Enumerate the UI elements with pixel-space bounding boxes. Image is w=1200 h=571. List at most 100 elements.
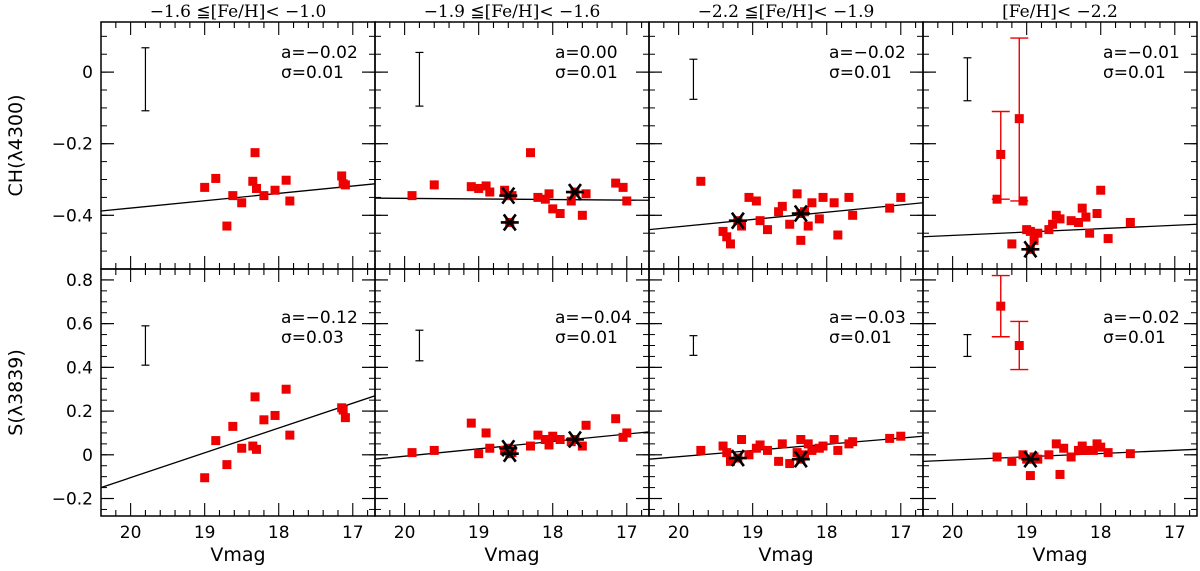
data-point: [744, 450, 754, 460]
slope-annotation: a=−0.02: [1103, 308, 1180, 328]
data-point: [270, 185, 280, 195]
y-tick-label: 0.8: [66, 271, 93, 291]
data-point: [896, 192, 906, 202]
data-point: [555, 434, 565, 444]
panel-r1-c2: a=0.00σ=0.01: [374, 21, 650, 270]
y-tick-label: 0.4: [66, 358, 93, 378]
special-star-marker: [728, 211, 747, 230]
data-point: [577, 441, 587, 451]
data-point: [566, 196, 576, 206]
data-point: [1055, 214, 1065, 224]
slope-annotation: a=−0.02: [281, 43, 358, 63]
data-point: [1033, 228, 1043, 238]
data-point: [533, 192, 543, 202]
data-point: [429, 445, 439, 455]
data-point: [1088, 445, 1098, 455]
data-point: [222, 221, 232, 231]
y-tick-label: 0: [82, 446, 93, 466]
data-point: [996, 149, 1006, 159]
data-point: [555, 209, 565, 219]
panel-r2-c1: 0.8 0.6 0.4 0.2 0 −0.2 20 19 18 17 Vmag a=−0.12σ=0.…: [52, 268, 376, 566]
data-point: [611, 414, 621, 424]
data-point: [1092, 209, 1102, 219]
sigma-annotation: σ=0.01: [829, 63, 892, 83]
panel-r1-c3: a=−0.02σ=0.01: [648, 21, 924, 270]
column-title: [Fe/H]< −2.2: [1002, 2, 1118, 22]
special-star-marker: [1021, 450, 1040, 468]
slope-annotation: a=−0.02: [829, 43, 906, 63]
data-point: [992, 452, 1002, 462]
data-point: [774, 207, 784, 217]
data-point: [762, 225, 772, 235]
special-star-marker: [499, 186, 518, 205]
special-star-marker: [500, 444, 519, 463]
y-axis-title: CH(λ4300): [5, 95, 27, 197]
panel-r1-c1: 0 −0.2 −0.4 a=−0.02σ=0.01: [52, 21, 376, 270]
data-point: [285, 196, 295, 206]
data-point: [722, 448, 732, 458]
y-tick-label: 0.2: [66, 402, 93, 422]
data-point: [1014, 114, 1024, 124]
fit-line: [923, 448, 1197, 463]
data-point: [474, 449, 484, 459]
x-axis-title: Vmag: [1032, 544, 1087, 566]
data-point: [618, 182, 628, 192]
star-stroke: [793, 450, 808, 468]
data-point: [796, 235, 806, 245]
data-point: [622, 196, 632, 206]
x-axis-title: Vmag: [210, 544, 265, 566]
fit-line: [649, 202, 923, 231]
x-tick-label: 18: [816, 523, 838, 543]
y-tick-label: 0: [82, 63, 93, 83]
x-tick-label: 20: [942, 523, 964, 543]
data-point: [1077, 203, 1087, 213]
star-stroke: [502, 444, 517, 463]
y-tick-label: −0.2: [52, 490, 93, 510]
data-point: [270, 410, 280, 420]
data-point: [755, 440, 765, 450]
data-point: [1103, 234, 1113, 244]
data-point: [200, 182, 210, 192]
data-point: [777, 201, 787, 211]
data-point: [1044, 225, 1054, 235]
data-point: [818, 192, 828, 202]
data-point: [544, 440, 554, 450]
data-point: [485, 443, 495, 453]
data-point: [211, 173, 221, 183]
data-point: [722, 232, 732, 242]
data-point: [1048, 219, 1058, 229]
data-point: [1025, 226, 1035, 236]
data-point: [248, 176, 258, 186]
panel-content: [923, 37, 1197, 259]
data-point: [340, 413, 350, 423]
data-point: [848, 437, 858, 447]
data-point: [1018, 196, 1028, 206]
y-tick-label: −0.2: [52, 135, 93, 155]
panel-content: [649, 335, 923, 469]
x-tick-label: 17: [1164, 523, 1186, 543]
data-point: [1085, 228, 1095, 238]
panel-frame: [648, 268, 924, 517]
panel-r2-c3: 20 19 18 17 Vmag a=−0.03σ=0.01: [648, 268, 924, 566]
star-stroke: [730, 449, 745, 467]
star-stroke: [793, 204, 808, 223]
data-point: [751, 196, 761, 206]
data-point: [755, 216, 765, 226]
sigma-annotation: σ=0.01: [555, 328, 618, 348]
x-tick-label: 18: [542, 523, 564, 543]
data-point: [1081, 445, 1091, 455]
x-tick-label: 20: [668, 523, 690, 543]
data-point: [474, 183, 484, 193]
data-point: [848, 210, 858, 220]
data-point: [340, 180, 350, 190]
data-point: [774, 456, 784, 466]
data-point: [338, 405, 348, 415]
special-star-marker: [565, 183, 584, 201]
data-point: [744, 192, 754, 202]
panel-frame: [100, 268, 376, 517]
data-point: [485, 187, 495, 197]
data-point: [429, 180, 439, 190]
data-point: [540, 434, 550, 444]
data-point: [548, 204, 558, 214]
data-point: [548, 431, 558, 441]
